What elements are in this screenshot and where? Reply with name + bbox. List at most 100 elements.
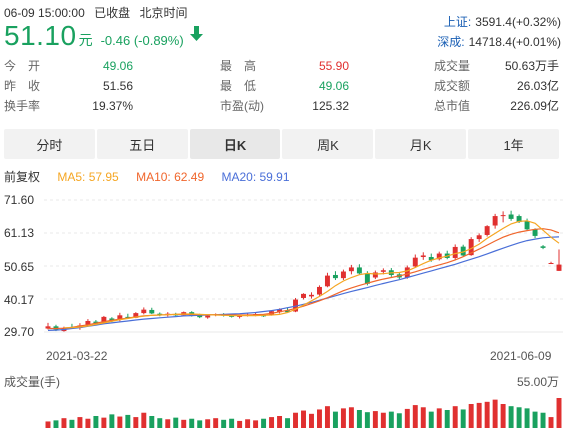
candle-body: [141, 309, 147, 314]
candle-body: [500, 215, 506, 217]
tab-one-year[interactable]: 1年: [468, 129, 559, 159]
candle-body: [460, 246, 466, 256]
volume-bar: [452, 406, 458, 428]
tab-weekly-k[interactable]: 周K: [282, 129, 374, 159]
candle-body: [468, 239, 474, 256]
current-price: 51.10: [4, 20, 77, 51]
candle-body: [85, 320, 91, 325]
volume-bar: [484, 401, 490, 428]
volume-bar: [516, 407, 522, 428]
volume-bar: [500, 404, 506, 428]
volume-bar: [548, 417, 554, 428]
candle-body: [356, 267, 362, 274]
y-tick-label: 40.17: [4, 293, 35, 307]
candle-body: [237, 315, 243, 317]
x-start-date: 2021-03-22: [46, 349, 108, 363]
market-status: 已收盘: [94, 6, 131, 20]
volume-bar: [380, 412, 386, 428]
volume-bar: [404, 408, 410, 428]
candle-body: [532, 229, 538, 236]
tab-intraday[interactable]: 分时: [4, 129, 95, 159]
candle-body: [340, 271, 346, 279]
volume-bar: [269, 417, 275, 428]
volume-bar: [93, 416, 99, 428]
y-tick-label: 71.60: [4, 193, 35, 207]
stat-value: 226.09亿: [510, 99, 559, 113]
timezone-label: 北京时间: [139, 6, 188, 20]
candle-body: [476, 235, 482, 240]
volume-bar: [316, 409, 322, 428]
volume-max-label: 55.00万: [516, 375, 559, 389]
index-label: 上证:: [443, 15, 472, 29]
volume-bar: [213, 418, 219, 428]
volume-bar: [476, 402, 482, 428]
ma10-legend: MA10: 62.49: [136, 170, 205, 184]
volume-bar: [309, 413, 314, 428]
stat-label: 最 高: [220, 59, 257, 73]
stat-row: 今 开 49.06 最 高 55.90 成交量 50.63万手: [4, 56, 559, 76]
tab-five-day[interactable]: 五日: [96, 129, 188, 159]
adjust-mode-label[interactable]: 前复权: [4, 170, 41, 184]
volume-bar: [61, 418, 67, 428]
stat-label: 总市值: [434, 99, 471, 113]
stat-value: 125.32: [312, 99, 349, 113]
volume-bar: [348, 407, 354, 428]
volume-bar: [364, 412, 370, 428]
volume-bar: [524, 408, 530, 428]
candle-body: [109, 318, 115, 321]
volume-bar: [221, 419, 227, 428]
volume-bar: [532, 411, 538, 428]
candle-body: [149, 309, 155, 314]
tab-daily-k[interactable]: 日K: [189, 129, 281, 159]
index-shanghai[interactable]: 上证: 3591.4(+0.32%): [437, 12, 561, 32]
volume-bar: [165, 419, 171, 428]
price-row: 51.10 元 -0.46 (-0.89%): [4, 20, 203, 52]
volume-bar: [293, 412, 298, 428]
stat-label: 今 开: [4, 59, 41, 73]
candle-body: [380, 270, 386, 272]
stat-label: 市盈(动): [220, 99, 264, 113]
volume-bar: [556, 398, 562, 428]
candle-body: [548, 263, 554, 265]
volume-bar: [141, 412, 147, 428]
candle-body: [277, 309, 283, 313]
volume-bar: [420, 407, 426, 428]
candle-body: [372, 272, 378, 278]
volume-bar: [85, 418, 91, 428]
ma5-legend: MA5: 57.95: [57, 170, 119, 184]
volume-bar: [133, 417, 139, 428]
volume-bar: [468, 404, 474, 428]
candle-body: [285, 310, 291, 313]
volume-bar: [77, 417, 83, 428]
candle-body: [125, 316, 131, 318]
tab-monthly-k[interactable]: 月K: [375, 129, 467, 159]
volume-bar: [356, 410, 362, 428]
ma5-line: [63, 220, 560, 329]
period-tabs: 分时 五日 日K 周K 月K 1年: [4, 129, 559, 159]
stat-value: 49.06: [102, 59, 133, 73]
y-tick-label: 50.65: [4, 260, 35, 274]
stat-row: 昨 收 51.56 最 低 49.06 成交额 26.03亿: [4, 76, 559, 96]
candle-body: [301, 293, 306, 298]
stat-row: 换手率 19.37% 市盈(动) 125.32 总市值 226.09亿: [4, 96, 559, 116]
volume-title: 成交量(手): [4, 375, 60, 389]
volume-bar: [253, 420, 259, 428]
volume-bar: [109, 414, 115, 428]
stat-label: 昨 收: [4, 79, 41, 93]
index-shenzhen[interactable]: 深成: 14718.4(+0.01%): [437, 32, 561, 52]
volume-bar: [125, 414, 131, 428]
quote-header: 06-09 15:00:00 已收盘 北京时间: [4, 4, 193, 21]
candle-body: [428, 257, 434, 261]
candle-body: [293, 299, 298, 312]
volume-bar: [173, 417, 179, 428]
volume-bar: [301, 410, 306, 428]
volume-bar: [69, 419, 75, 428]
stat-value: 55.90: [318, 59, 349, 73]
stat-value: 50.63万手: [504, 59, 559, 73]
volume-bar: [149, 416, 155, 428]
x-end-date: 2021-06-09: [490, 349, 552, 363]
price-change: -0.46 (-0.89%): [100, 33, 184, 48]
kline-chart[interactable]: [0, 190, 567, 430]
candle-body: [540, 246, 546, 248]
quote-datetime: 06-09 15:00:00: [4, 6, 85, 20]
